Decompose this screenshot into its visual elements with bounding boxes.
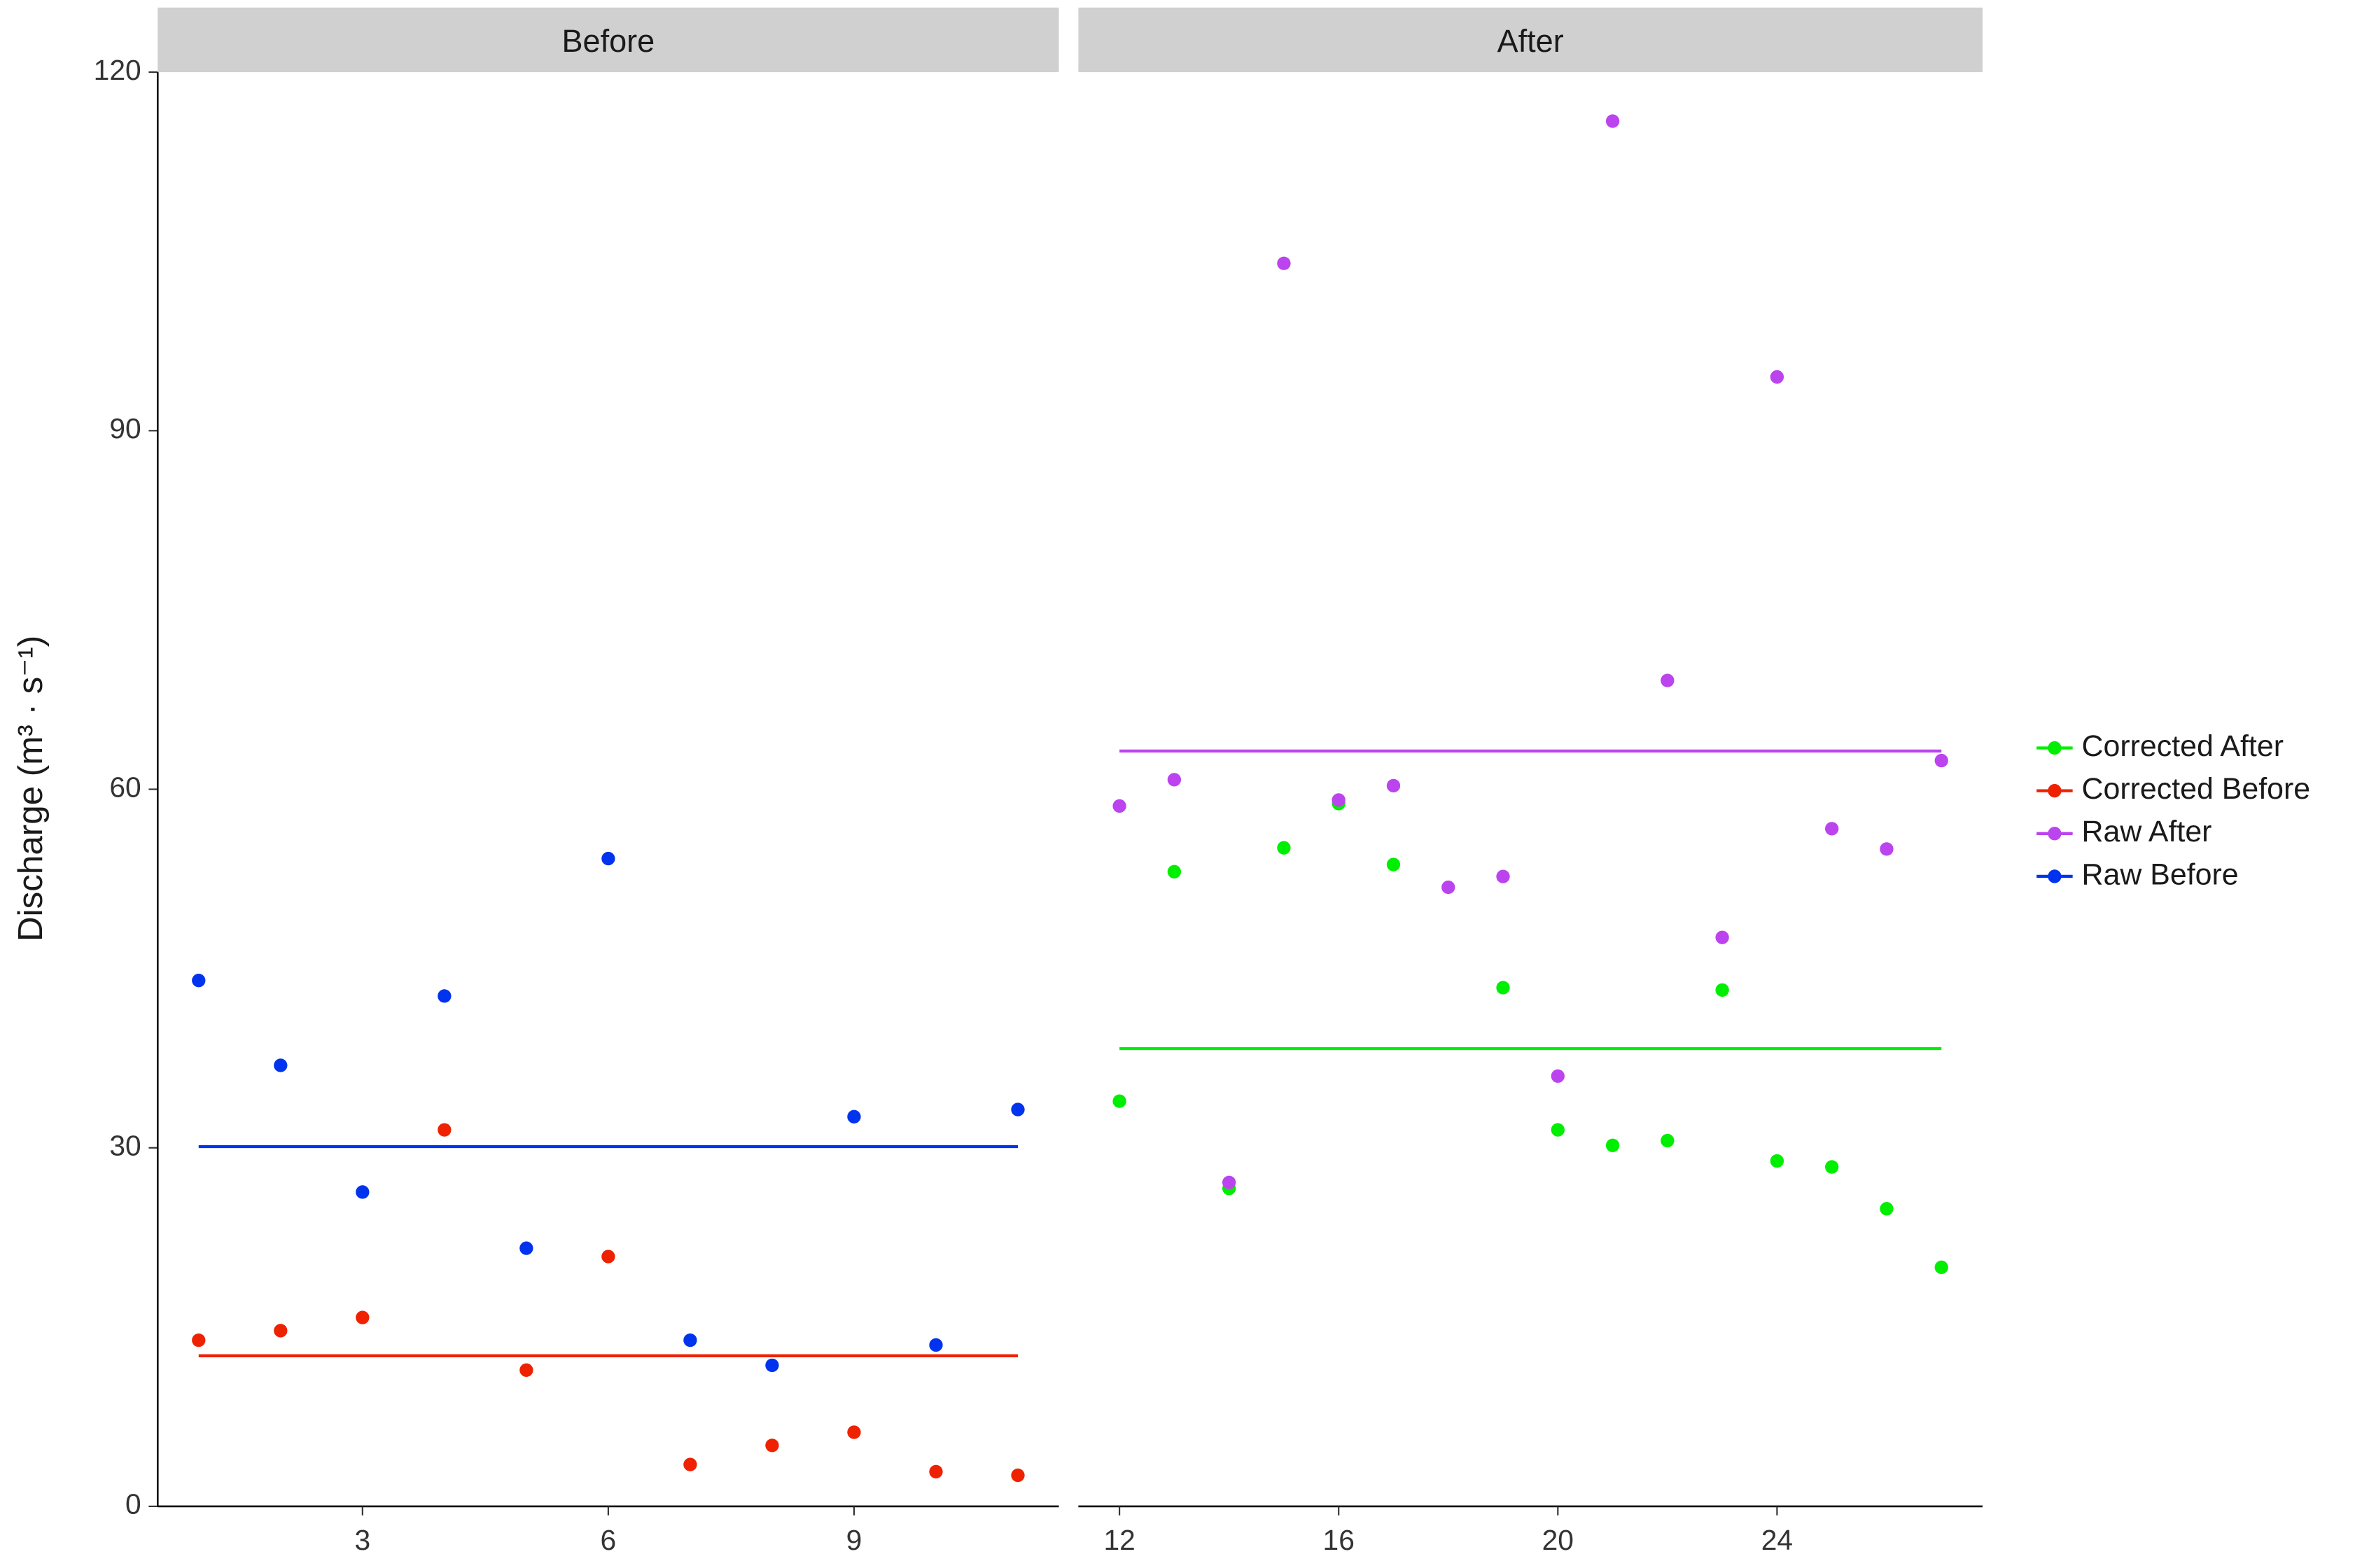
point: [1167, 773, 1182, 787]
point: [356, 1185, 370, 1199]
x-tick-label: 6: [601, 1524, 617, 1556]
point: [1880, 1202, 1894, 1216]
y-tick-label: 90: [109, 412, 141, 444]
legend-key-dot: [2048, 741, 2062, 755]
point: [1934, 753, 1948, 768]
point: [274, 1324, 288, 1338]
point: [1386, 778, 1401, 793]
point: [1112, 1094, 1126, 1108]
point: [1661, 1133, 1675, 1148]
point: [1332, 793, 1346, 807]
legend-label: Raw After: [2082, 815, 2212, 848]
point: [1496, 981, 1510, 995]
point: [1496, 869, 1510, 883]
legend-key-dot: [2048, 827, 2062, 841]
legend-label: Raw Before: [2082, 858, 2239, 891]
point: [1277, 256, 1291, 270]
point: [1386, 858, 1401, 872]
point: [1011, 1468, 1025, 1483]
legend-label: Corrected Before: [2082, 772, 2311, 806]
point: [1167, 864, 1182, 878]
point: [1661, 673, 1675, 687]
point: [1715, 930, 1729, 944]
point: [519, 1363, 533, 1377]
point: [765, 1438, 779, 1452]
point: [1605, 1138, 1620, 1152]
point: [192, 1333, 206, 1348]
point: [438, 1123, 452, 1137]
point: [929, 1338, 943, 1352]
point: [1880, 842, 1894, 856]
strip-title: After: [1497, 23, 1564, 59]
strip-background: [158, 7, 1059, 73]
point: [601, 851, 615, 866]
y-tick-label: 60: [109, 771, 141, 803]
legend-label: Corrected After: [2082, 729, 2284, 763]
point: [683, 1333, 697, 1348]
y-tick-label: 0: [125, 1488, 141, 1520]
point: [1441, 880, 1455, 895]
point: [929, 1464, 943, 1479]
x-tick-label: 9: [846, 1524, 862, 1556]
x-tick-label: 3: [354, 1524, 370, 1556]
y-axis-label: Discharge (m³ · s⁻¹): [11, 636, 50, 941]
y-tick-label: 120: [94, 54, 141, 86]
x-tick-label: 16: [1323, 1524, 1355, 1556]
y-tick-label: 30: [109, 1129, 141, 1161]
point: [519, 1241, 533, 1255]
point: [847, 1110, 861, 1124]
point: [356, 1310, 370, 1324]
point: [1277, 841, 1291, 855]
point: [1605, 114, 1620, 128]
point: [1825, 822, 1839, 836]
x-tick-label: 24: [1761, 1524, 1793, 1556]
point: [274, 1058, 288, 1072]
point: [1112, 799, 1126, 813]
point: [601, 1250, 615, 1264]
legend-key-dot: [2048, 869, 2062, 883]
point: [1551, 1123, 1565, 1137]
point: [1770, 1154, 1784, 1168]
point: [438, 989, 452, 1003]
point: [192, 974, 206, 988]
point: [1551, 1069, 1565, 1083]
point: [1011, 1102, 1025, 1116]
point: [1934, 1260, 1948, 1275]
point: [683, 1457, 697, 1471]
point: [847, 1425, 861, 1439]
legend-key-dot: [2048, 784, 2062, 798]
point: [1825, 1160, 1839, 1174]
point: [1715, 983, 1729, 997]
point: [765, 1358, 779, 1373]
point: [1770, 370, 1784, 384]
strip-background: [1078, 7, 1983, 73]
point: [1222, 1175, 1236, 1189]
strip-title: Before: [562, 23, 655, 59]
x-tick-label: 20: [1542, 1524, 1574, 1556]
x-tick-label: 12: [1103, 1524, 1135, 1556]
